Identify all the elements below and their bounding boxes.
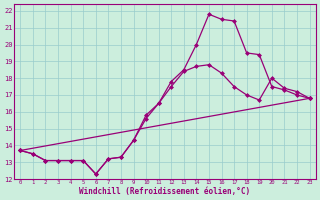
X-axis label: Windchill (Refroidissement éolien,°C): Windchill (Refroidissement éolien,°C) [79,187,251,196]
